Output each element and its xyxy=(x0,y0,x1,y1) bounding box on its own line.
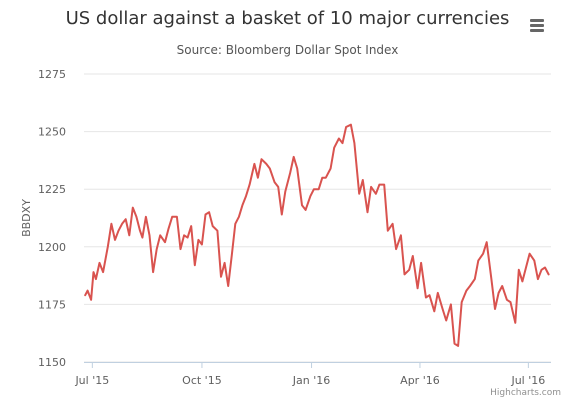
hamburger-menu-icon[interactable] xyxy=(526,14,550,36)
y-tick-label: 1225 xyxy=(38,183,66,196)
series-line xyxy=(84,123,550,347)
y-tick-label: 1275 xyxy=(38,68,66,81)
chart-title: US dollar against a basket of 10 major c… xyxy=(65,8,510,29)
y-tick-label: 1175 xyxy=(38,298,66,311)
y-tick-label: 1150 xyxy=(38,356,66,369)
x-tick-label: Jan '16 xyxy=(292,374,330,387)
y-tick-label: 1250 xyxy=(38,126,66,139)
x-tick-label: Jul '16 xyxy=(510,374,545,387)
y-tick-label: 1200 xyxy=(38,241,66,254)
chart-subtitle: Source: Bloomberg Dollar Spot Index xyxy=(176,43,399,57)
y-axis-title: BBDXY xyxy=(20,199,33,237)
x-tick-label: Apr '16 xyxy=(400,374,440,387)
x-tick-label: Jul '15 xyxy=(74,374,109,387)
x-tick-label: Oct '15 xyxy=(182,374,222,387)
credits-link[interactable]: Highcharts.com xyxy=(490,388,561,398)
